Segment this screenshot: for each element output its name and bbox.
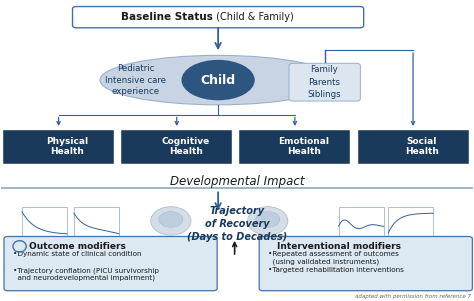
FancyBboxPatch shape (259, 237, 473, 291)
Ellipse shape (100, 55, 336, 105)
Bar (22, 207, 67, 236)
Text: Cognitive
Health: Cognitive Health (162, 137, 210, 157)
Text: Developmental Impact: Developmental Impact (170, 175, 304, 188)
Bar (338, 207, 383, 236)
Text: Physical
Health: Physical Health (46, 137, 89, 157)
FancyBboxPatch shape (289, 63, 360, 101)
Ellipse shape (255, 212, 280, 227)
FancyBboxPatch shape (121, 129, 232, 164)
Text: Emotional
Health: Emotional Health (278, 137, 329, 157)
Text: Social
Health: Social Health (405, 137, 439, 157)
Text: (Child & Family): (Child & Family) (213, 12, 294, 22)
Text: •Targeted rehabilitation interventions: •Targeted rehabilitation interventions (268, 267, 403, 273)
Text: Interventional modifiers: Interventional modifiers (277, 243, 401, 251)
Text: Pediatric
Intensive care
experience: Pediatric Intensive care experience (105, 64, 166, 96)
FancyBboxPatch shape (239, 129, 350, 164)
Ellipse shape (247, 207, 288, 235)
Text: Child: Child (201, 73, 236, 87)
FancyBboxPatch shape (3, 129, 114, 164)
FancyBboxPatch shape (4, 237, 217, 291)
Text: Baseline Status: Baseline Status (121, 12, 213, 22)
Text: •Repeated assessment of outcomes
  (using validated instruments): •Repeated assessment of outcomes (using … (268, 251, 399, 265)
Ellipse shape (151, 207, 191, 235)
Bar (388, 207, 433, 236)
Text: Family
Parents
Siblings: Family Parents Siblings (308, 65, 341, 99)
Ellipse shape (182, 60, 255, 100)
Text: adapted with permission from reference 7: adapted with permission from reference 7 (355, 294, 471, 299)
FancyBboxPatch shape (357, 129, 469, 164)
FancyBboxPatch shape (73, 7, 364, 28)
Text: •Trajectory conflation (PICU survivorship
  and neurodevelopmental impairment): •Trajectory conflation (PICU survivorshi… (12, 267, 158, 281)
Text: Trajectory
of Recovery
(Days to Decades): Trajectory of Recovery (Days to Decades) (187, 206, 287, 242)
Ellipse shape (159, 212, 183, 227)
Text: Outcome modifiers: Outcome modifiers (29, 243, 126, 251)
Text: •Dynamic state of clinical condition: •Dynamic state of clinical condition (12, 251, 141, 257)
Bar (74, 207, 119, 236)
